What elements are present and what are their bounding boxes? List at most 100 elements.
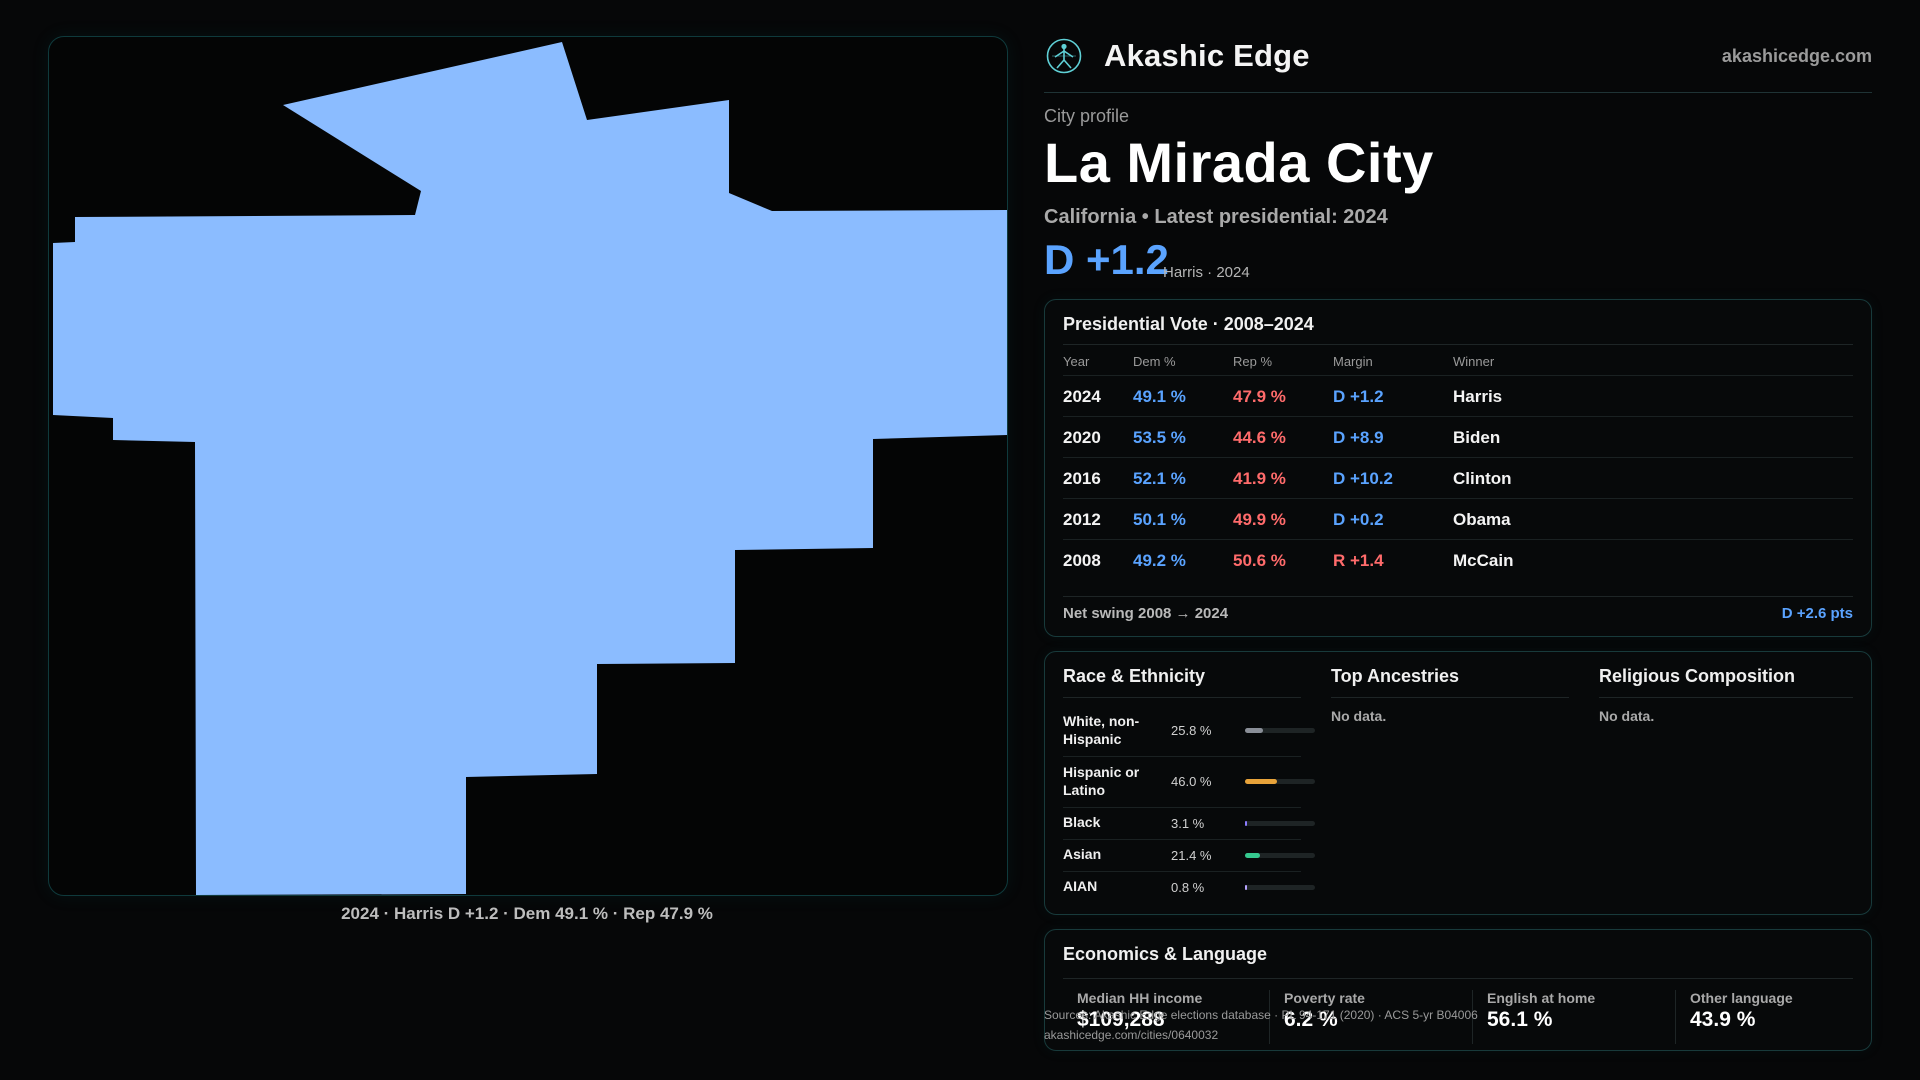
- race-bar: [1245, 885, 1315, 890]
- religion-section: Religious Composition No data.: [1599, 666, 1853, 724]
- table-row: 2024 49.1 % 47.9 % D +1.2 Harris: [1063, 375, 1853, 417]
- race-bar-fill: [1245, 885, 1247, 890]
- table-row: 2016 52.1 % 41.9 % D +10.2 Clinton: [1063, 457, 1853, 499]
- race-row: Asian 21.4 %: [1063, 839, 1301, 871]
- stat-label: Other language: [1690, 990, 1886, 1006]
- rep-cell: 44.6 %: [1233, 417, 1286, 458]
- race-row: Hispanic or Latino 46.0 %: [1063, 756, 1301, 807]
- ancestries-section: Top Ancestries No data.: [1331, 666, 1569, 724]
- race-pct: 25.8 %: [1171, 706, 1211, 756]
- race-pct: 0.8 %: [1171, 872, 1204, 903]
- brand-name[interactable]: Akashic Edge: [1104, 38, 1310, 74]
- year-cell: 2012: [1063, 499, 1101, 540]
- race-bar-fill: [1245, 728, 1263, 733]
- stat-label: English at home: [1487, 990, 1683, 1006]
- dem-cell: 52.1 %: [1133, 458, 1186, 499]
- net-swing-label: Net swing 2008 → 2024: [1063, 605, 1228, 622]
- stat-label: Median HH income: [1077, 990, 1273, 1006]
- year-cell: 2008: [1063, 540, 1101, 581]
- margin-cell: D +10.2: [1333, 458, 1393, 499]
- rep-cell: 41.9 %: [1233, 458, 1286, 499]
- dem-cell: 50.1 %: [1133, 499, 1186, 540]
- race-label: AIAN: [1063, 877, 1163, 895]
- col-dem: Dem %: [1133, 350, 1176, 374]
- race-pct: 21.4 %: [1171, 840, 1211, 871]
- dem-cell: 53.5 %: [1133, 417, 1186, 458]
- margin-cell: R +1.4: [1333, 540, 1384, 581]
- profile-type: City profile: [1044, 106, 1129, 127]
- economics-title: Economics & Language: [1063, 944, 1267, 965]
- latest-margin: D +1.2: [1044, 236, 1169, 284]
- stat-english-at-home: English at home 56.1 %: [1472, 990, 1683, 1044]
- margin-cell: D +8.9: [1333, 417, 1384, 458]
- dem-cell: 49.2 %: [1133, 540, 1186, 581]
- table-row: 2020 53.5 % 44.6 % D +8.9 Biden: [1063, 416, 1853, 458]
- divider: [1063, 978, 1853, 979]
- year-cell: 2024: [1063, 376, 1101, 417]
- race-bar-fill: [1245, 779, 1277, 784]
- city-boundary-map: [49, 37, 1007, 895]
- year-cell: 2016: [1063, 458, 1101, 499]
- rep-cell: 49.9 %: [1233, 499, 1286, 540]
- race-row: AIAN 0.8 %: [1063, 871, 1301, 903]
- net-swing-value: D +2.6 pts: [1782, 605, 1853, 622]
- race-bar: [1245, 728, 1315, 733]
- divider: [1063, 344, 1853, 345]
- race-row: White, non-Hispanic 25.8 %: [1063, 706, 1301, 756]
- rep-cell: 47.9 %: [1233, 376, 1286, 417]
- page-title: La Mirada City: [1044, 130, 1434, 195]
- race-row: Black 3.1 %: [1063, 807, 1301, 839]
- race-title: Race & Ethnicity: [1063, 666, 1301, 698]
- ancestries-title: Top Ancestries: [1331, 666, 1569, 698]
- rep-cell: 50.6 %: [1233, 540, 1286, 581]
- map-caption: 2024 · Harris D +1.2 · Dem 49.1 % · Rep …: [48, 904, 1006, 924]
- stat-value: 43.9 %: [1690, 1008, 1886, 1032]
- city-map: [48, 36, 1008, 896]
- table-row: 2008 49.2 % 50.6 % R +1.4 McCain: [1063, 539, 1853, 581]
- col-rep: Rep %: [1233, 350, 1272, 374]
- stat-label: Poverty rate: [1284, 990, 1480, 1006]
- latest-margin-note: Harris · 2024: [1163, 264, 1250, 281]
- ancestries-empty: No data.: [1331, 708, 1569, 724]
- race-pct: 46.0 %: [1171, 757, 1211, 807]
- col-winner: Winner: [1453, 350, 1494, 374]
- winner-cell: McCain: [1453, 540, 1513, 581]
- demographics-card: Race & Ethnicity White, non-Hispanic 25.…: [1044, 651, 1872, 915]
- winner-cell: Obama: [1453, 499, 1511, 540]
- dem-cell: 49.1 %: [1133, 376, 1186, 417]
- stat-other-language: Other language 43.9 %: [1675, 990, 1886, 1044]
- net-swing: Net swing 2008 → 2024 D +2.6 pts: [1063, 596, 1853, 622]
- table-row: 2012 50.1 % 49.9 % D +0.2 Obama: [1063, 498, 1853, 540]
- vote-card-title: Presidential Vote · 2008–2024: [1063, 314, 1314, 335]
- religion-title: Religious Composition: [1599, 666, 1853, 698]
- source-url[interactable]: akashicedge.com/cities/0640032: [1044, 1025, 1478, 1045]
- header-bar: Akashic Edge akashicedge.com: [1044, 34, 1872, 93]
- site-link[interactable]: akashicedge.com: [1722, 46, 1872, 67]
- race-bar: [1245, 779, 1315, 784]
- source-note: Sources: Akashic Edge elections database…: [1044, 1005, 1478, 1045]
- race-bar: [1245, 821, 1315, 826]
- city-boundary-shape: [53, 42, 1007, 895]
- vote-table-header: Year Dem % Rep % Margin Winner: [1063, 350, 1853, 374]
- race-bar-fill: [1245, 821, 1247, 826]
- religion-empty: No data.: [1599, 708, 1853, 724]
- winner-cell: Biden: [1453, 417, 1500, 458]
- presidential-vote-card: Presidential Vote · 2008–2024 Year Dem %…: [1044, 299, 1872, 637]
- year-cell: 2020: [1063, 417, 1101, 458]
- race-pct: 3.1 %: [1171, 808, 1204, 839]
- col-year: Year: [1063, 350, 1089, 374]
- stat-value: 56.1 %: [1487, 1008, 1683, 1032]
- race-label: Hispanic or Latino: [1063, 763, 1163, 799]
- race-bar-fill: [1245, 853, 1260, 858]
- race-bar: [1245, 853, 1315, 858]
- compass-figure-icon[interactable]: [1046, 38, 1082, 74]
- source-text: Sources: Akashic Edge elections database…: [1044, 1005, 1478, 1025]
- col-margin: Margin: [1333, 350, 1373, 374]
- winner-cell: Harris: [1453, 376, 1502, 417]
- race-label: Asian: [1063, 845, 1163, 863]
- race-ethnicity-section: Race & Ethnicity White, non-Hispanic 25.…: [1063, 666, 1301, 903]
- race-label: Black: [1063, 813, 1163, 831]
- page-subtitle: California • Latest presidential: 2024: [1044, 206, 1388, 229]
- race-label: White, non-Hispanic: [1063, 712, 1163, 748]
- margin-cell: D +0.2: [1333, 499, 1384, 540]
